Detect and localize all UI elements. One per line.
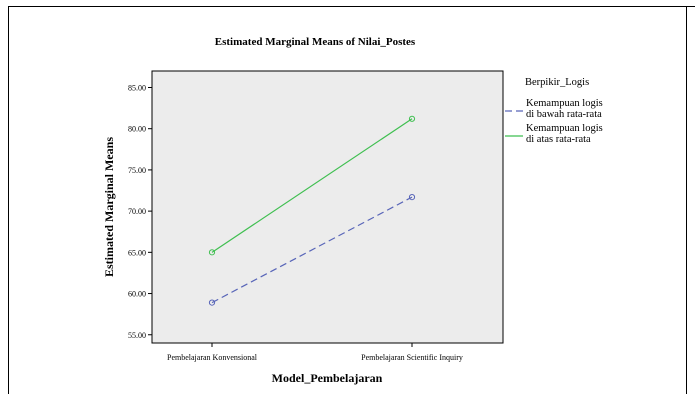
y-tick-label: 80.00 bbox=[128, 125, 146, 134]
series-point-2 bbox=[408, 115, 416, 122]
series-point-1 bbox=[408, 194, 416, 201]
series-line-2 bbox=[211, 118, 413, 253]
series-line-1 bbox=[211, 196, 413, 304]
y-axis: 55.00 60.00 65.00 70.00 75.00 80.00 85.00 bbox=[128, 83, 152, 340]
legend-title: Berpikir_Logis bbox=[525, 77, 589, 88]
y-tick-label: 70.00 bbox=[128, 207, 146, 216]
chart-title: Estimated Marginal Means of Nilai_Postes bbox=[215, 36, 416, 48]
legend-label: di atas rata-rata bbox=[526, 134, 591, 145]
y-tick-label: 65.00 bbox=[128, 248, 146, 257]
legend-label: Kemampuan logis bbox=[526, 123, 603, 134]
y-tick-label: 60.00 bbox=[128, 290, 146, 299]
x-tick-label: Pembelajaran Scientific Inquiry bbox=[361, 353, 463, 362]
plot-area bbox=[151, 70, 504, 344]
y-tick-label: 55.00 bbox=[128, 331, 146, 340]
series-layer bbox=[208, 115, 416, 306]
x-tick-label: Pembelajaran Konvensional bbox=[167, 353, 258, 362]
series-point-1 bbox=[208, 299, 216, 306]
legend-label: di bawah rata-rata bbox=[526, 109, 602, 120]
x-axis-label: Model_Pembelajaran bbox=[272, 371, 383, 385]
legend-label: Kemampuan logis bbox=[526, 98, 603, 109]
y-tick-label: 75.00 bbox=[128, 166, 146, 175]
y-tick-label: 85.00 bbox=[128, 83, 146, 92]
y-axis-label: Estimated Marginal Means bbox=[102, 137, 116, 277]
x-axis: Pembelajaran Konvensional Pembelajaran Sc… bbox=[167, 343, 463, 362]
series-point-2 bbox=[208, 249, 216, 256]
